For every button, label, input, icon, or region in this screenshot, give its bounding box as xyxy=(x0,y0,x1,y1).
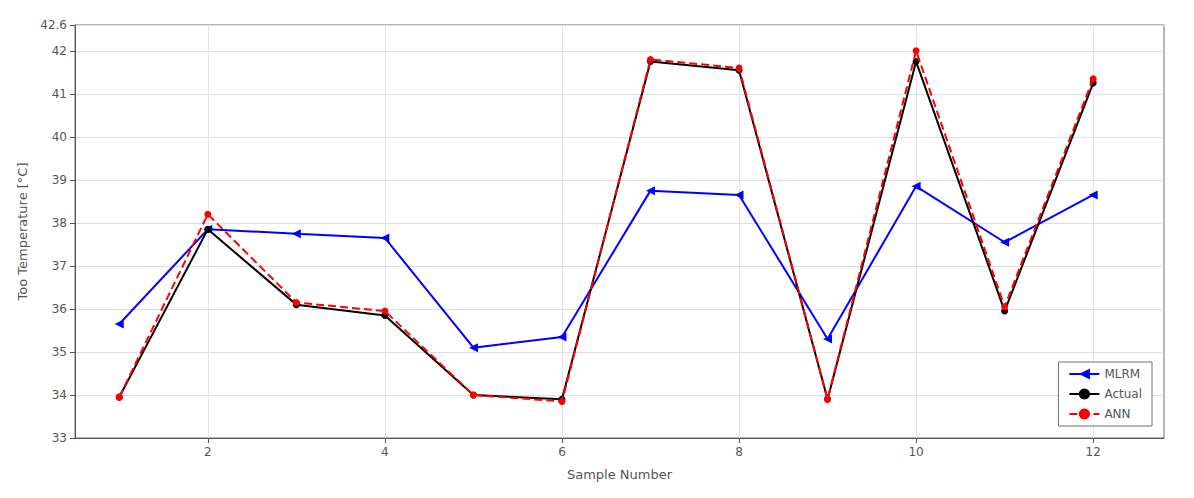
svg-text:Sample Number: Sample Number xyxy=(567,467,673,482)
svg-text:Too Temperature [°C]: Too Temperature [°C] xyxy=(15,163,30,302)
svg-text:33: 33 xyxy=(52,431,67,445)
svg-text:39: 39 xyxy=(52,173,67,187)
svg-text:42: 42 xyxy=(52,44,67,58)
svg-text:12: 12 xyxy=(1086,445,1101,459)
svg-text:42.6: 42.6 xyxy=(40,18,67,32)
svg-text:MLRM: MLRM xyxy=(1104,367,1140,381)
svg-text:35: 35 xyxy=(52,345,67,359)
svg-text:6: 6 xyxy=(558,445,566,459)
svg-text:4: 4 xyxy=(381,445,389,459)
svg-text:37: 37 xyxy=(52,259,67,273)
svg-text:34: 34 xyxy=(52,388,67,402)
svg-text:Actual: Actual xyxy=(1104,387,1142,401)
svg-text:2: 2 xyxy=(204,445,212,459)
svg-text:10: 10 xyxy=(908,445,923,459)
svg-text:41: 41 xyxy=(52,87,67,101)
svg-text:40: 40 xyxy=(52,130,67,144)
svg-text:ANN: ANN xyxy=(1104,407,1130,421)
svg-text:8: 8 xyxy=(735,445,743,459)
svg-text:38: 38 xyxy=(52,216,67,230)
svg-text:36: 36 xyxy=(52,302,67,316)
